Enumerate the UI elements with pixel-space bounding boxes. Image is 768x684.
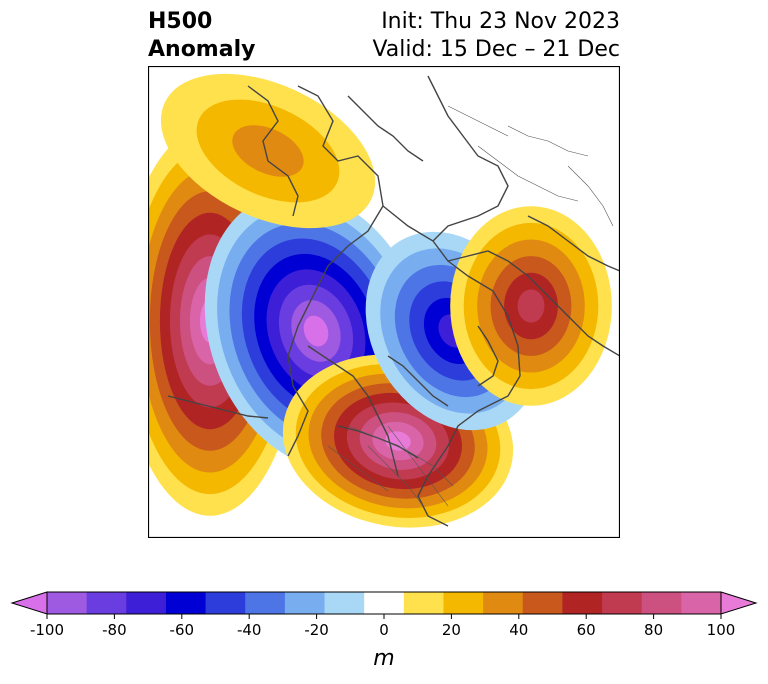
contour-band: [303, 315, 329, 347]
valid-range: Valid: 15 Dec – 21 Dec: [372, 37, 620, 62]
init-date: Init: Thu 23 Nov 2023: [381, 9, 620, 34]
colorbar-cell: [562, 592, 603, 614]
colorbar-extend-min: [10, 591, 48, 615]
colorbar-cell: [522, 592, 563, 614]
colorbar-cell: [364, 592, 405, 614]
colorbar-tick-label: 0: [379, 621, 389, 639]
borders: [327, 105, 614, 507]
anomaly-map: [148, 66, 620, 538]
colorbar-tick-label: 80: [644, 621, 663, 639]
anomaly-ridge-north: [160, 73, 376, 229]
colorbar-cell: [324, 592, 365, 614]
colorbar-cell: [403, 592, 444, 614]
colorbar-cells: [10, 591, 758, 615]
colorbar-cell: [681, 592, 722, 614]
colorbar-tick-label: 60: [577, 621, 596, 639]
coastlines: [167, 75, 620, 527]
colorbar-tick-label: -40: [237, 621, 262, 639]
colorbar-cell: [47, 592, 88, 614]
contour-band: [517, 289, 545, 323]
colorbar-unit: m: [373, 646, 395, 671]
colorbar-cell: [483, 592, 524, 614]
title-left: H500 Anomaly: [148, 8, 255, 64]
title-right: Init: Thu 23 Nov 2023 Valid: 15 Dec – 21…: [372, 8, 620, 64]
anomaly-scandinavia-ridge: [450, 206, 612, 406]
colorbar-cell: [245, 592, 286, 614]
colorbar-tick-label: -80: [102, 621, 127, 639]
colorbar-tick-label: 100: [707, 621, 736, 639]
colorbar-cell: [165, 592, 207, 614]
contour-band: [385, 431, 411, 451]
colorbar-cell: [443, 592, 484, 614]
colorbar-cell: [126, 592, 167, 614]
contour-band: [232, 125, 304, 177]
colorbar-tick-label: 20: [442, 621, 461, 639]
colorbar-tick-label: -100: [30, 621, 64, 639]
colorbar-extend-max: [720, 591, 758, 615]
colorbar-cell: [641, 592, 682, 614]
colorbar-ticks: -100 -80 -60 -40 -20 0 20 40 60 80 100: [30, 614, 735, 639]
title-line-2: Anomaly: [148, 37, 256, 62]
colorbar-tick-label: 40: [509, 621, 528, 639]
colorbar-cell: [284, 592, 326, 614]
colorbar-cell: [205, 592, 246, 614]
colorbar-tick-label: -20: [304, 621, 329, 639]
title-line-1: H500: [148, 9, 213, 34]
colorbar-cell: [602, 592, 643, 614]
colorbar: -100 -80 -60 -40 -20 0 20 40 60 80 100: [10, 591, 758, 639]
colorbar-tick-label: -60: [170, 621, 195, 639]
colorbar-cell: [86, 592, 127, 614]
